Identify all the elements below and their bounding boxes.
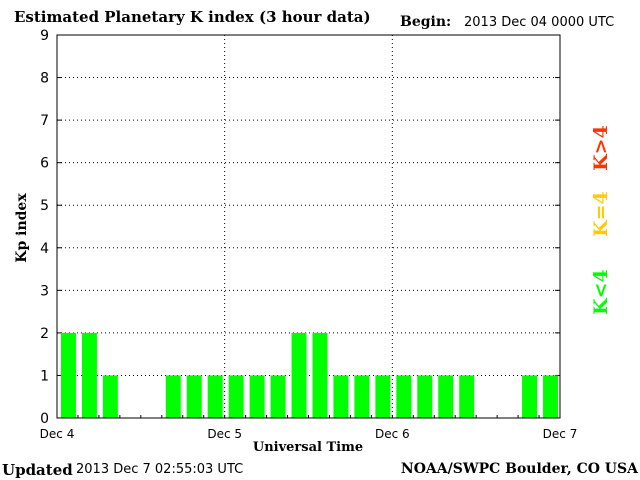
begin-value: 2013 Dec 04 0000 UTC: [464, 15, 615, 30]
kp-bar: [543, 375, 558, 418]
y-tick-label: 6: [40, 156, 49, 172]
kp-bar: [396, 375, 412, 418]
y-tick-label: 3: [40, 283, 49, 299]
x-tick-label: Dec 6: [375, 427, 410, 441]
legend-item-k-equal-4: K=4: [590, 191, 612, 237]
x-axis-label: Universal Time: [252, 440, 364, 455]
y-tick-label: 9: [40, 28, 49, 44]
kp-bar: [354, 375, 370, 418]
kp-bar: [270, 375, 286, 418]
begin-label: Begin:: [400, 14, 452, 30]
kp-bar: [333, 375, 349, 418]
kp-bar: [228, 375, 244, 418]
x-tick-label: Dec 4: [40, 427, 75, 441]
kp-bar: [291, 332, 307, 418]
updated-timestamp: 2013 Dec 7 02:55:03 UTC: [76, 462, 244, 477]
kp-bar: [81, 332, 97, 418]
x-tick-label: Dec 5: [207, 427, 242, 441]
kp-bar: [102, 375, 118, 418]
source-credit: NOAA/SWPC Boulder, CO USA: [400, 461, 638, 477]
y-tick-label: 7: [40, 113, 49, 129]
y-axis-label: Kp index: [14, 193, 30, 263]
kp-bar: [459, 375, 475, 418]
kp-bar: [61, 332, 76, 418]
kp-bar: [375, 375, 391, 418]
y-tick-label: 5: [40, 198, 49, 214]
legend-item-k-greater-4: K>4: [590, 125, 612, 171]
y-tick-label: 1: [40, 368, 49, 384]
kp-bar: [522, 375, 538, 418]
kp-bar: [438, 375, 454, 418]
kp-bar: [207, 375, 223, 418]
y-tick-label: 8: [40, 71, 49, 87]
legend-item-k-less-4: K<4: [590, 269, 612, 315]
kp-bar: [417, 375, 433, 418]
x-tick-label: Dec 7: [543, 427, 578, 441]
y-tick-label: 0: [40, 411, 49, 427]
updated-label: Updated: [2, 461, 73, 479]
kp-bar: [186, 375, 202, 418]
kp-bar: [249, 375, 265, 418]
y-tick-label: 2: [40, 326, 49, 342]
kp-bar: [165, 375, 181, 418]
kp-bar: [312, 332, 328, 418]
y-tick-label: 4: [40, 241, 49, 257]
chart-title: Estimated Planetary K index (3 hour data…: [14, 8, 371, 26]
plot-frame: [56, 34, 561, 419]
